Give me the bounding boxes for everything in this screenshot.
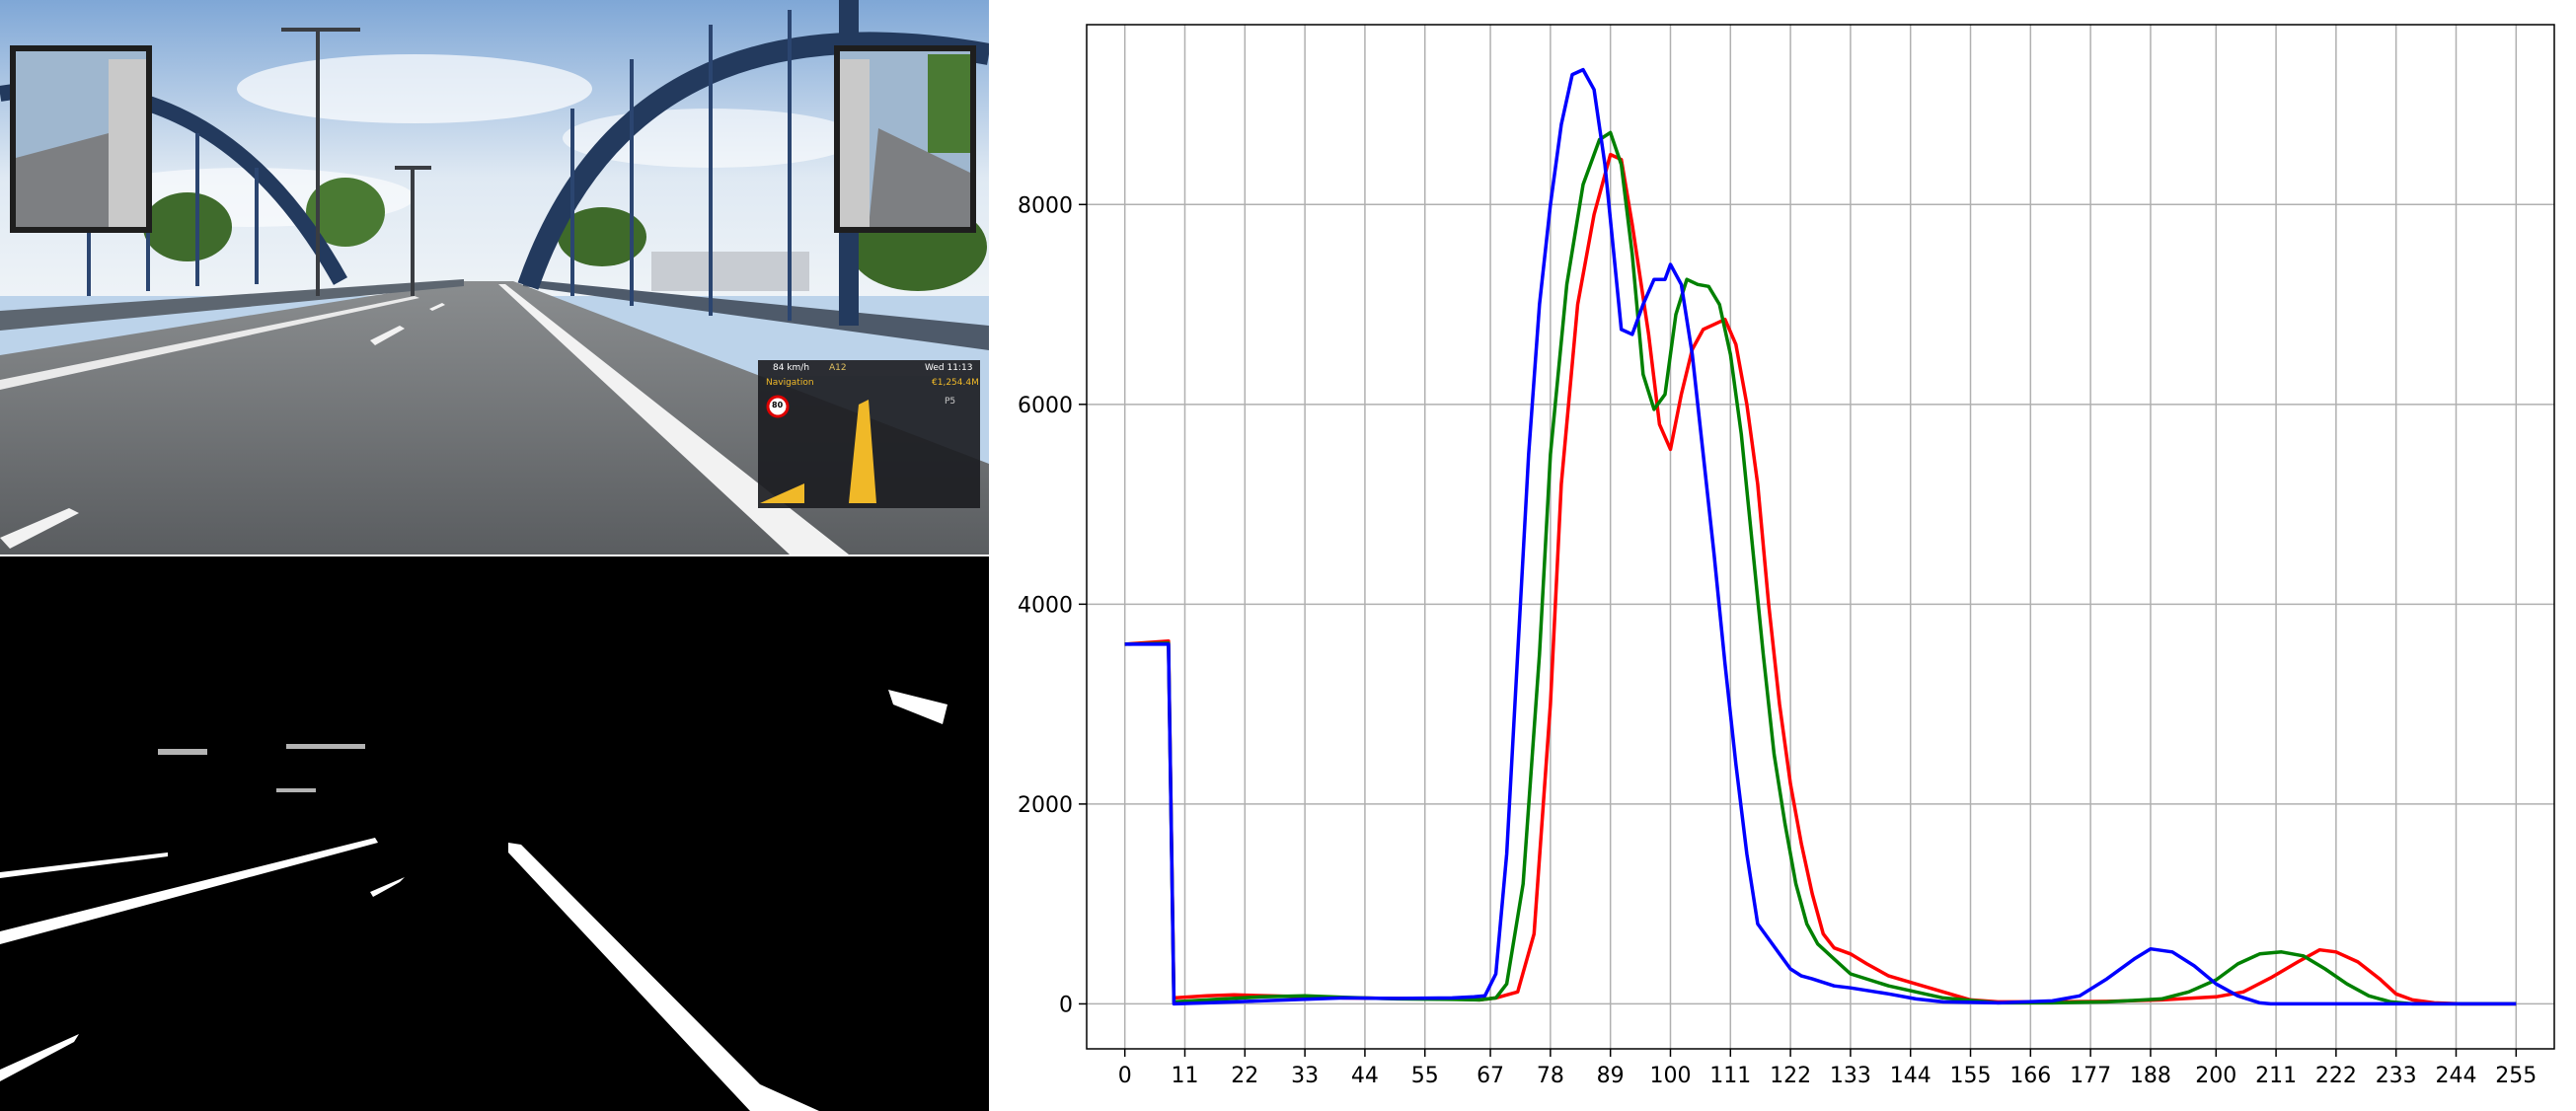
x-tick-label: 11 bbox=[1172, 1064, 1199, 1088]
x-tick-label: 255 bbox=[2495, 1064, 2537, 1088]
series-lines bbox=[1124, 67, 2517, 1006]
x-tick-label: 67 bbox=[1477, 1064, 1504, 1088]
x-tick-label: 100 bbox=[1649, 1064, 1691, 1088]
x-tick-label: 144 bbox=[1890, 1064, 1932, 1088]
x-tick-label: 22 bbox=[1231, 1064, 1258, 1088]
plot-frame bbox=[1086, 24, 2555, 1050]
x-tick-label: 55 bbox=[1411, 1064, 1439, 1088]
hud-speed: 84 km/h bbox=[773, 363, 810, 373]
chart-canvas: 0 11 22 33 44 55 67 78 89 100 111 122 133 144 155 166 17… bbox=[1018, 24, 2555, 1088]
game-camera-view: 84 km/h A12 Wed 11:13 Navigation €1,254.… bbox=[0, 0, 989, 555]
hud-zoom: P5 bbox=[945, 397, 956, 407]
x-tick-label: 200 bbox=[2195, 1064, 2236, 1088]
hud-time: Wed 11:13 bbox=[925, 363, 973, 373]
mask-lane-dash bbox=[0, 1034, 79, 1081]
x-tick-label: 133 bbox=[1830, 1064, 1871, 1088]
histogram-chart: 0 11 22 33 44 55 67 78 89 100 111 122 133 144 155 166 17… bbox=[989, 0, 2576, 1111]
x-tick-label: 78 bbox=[1537, 1064, 1564, 1088]
x-tick-label: 155 bbox=[1950, 1064, 1992, 1088]
blue-channel-line bbox=[1124, 67, 2517, 1006]
mask-sign bbox=[888, 690, 947, 724]
left-guardrail bbox=[0, 279, 464, 331]
x-tick-label: 0 bbox=[1118, 1064, 1132, 1088]
right-mirror bbox=[834, 45, 976, 233]
lane-dash bbox=[429, 303, 445, 311]
y-tick-label: 4000 bbox=[1018, 593, 1073, 618]
mask-rail bbox=[0, 852, 168, 878]
x-tick-label: 211 bbox=[2255, 1064, 2297, 1088]
mask-lane-dash bbox=[370, 877, 405, 897]
x-axis-ticks: 0 11 22 33 44 55 67 78 89 100 111 122 133 144 155 166 17… bbox=[1118, 1049, 2537, 1088]
y-tick-label: 0 bbox=[1059, 993, 1073, 1017]
hud-speed-limit: 80 bbox=[772, 401, 784, 409]
y-axis-ticks: 0 2000 4000 6000 8000 bbox=[1018, 193, 1087, 1017]
x-tick-label: 122 bbox=[1770, 1064, 1811, 1088]
green-channel-line bbox=[1124, 130, 2517, 1006]
y-tick-label: 6000 bbox=[1018, 394, 1073, 418]
x-tick-label: 233 bbox=[2376, 1064, 2417, 1088]
x-tick-label: 222 bbox=[2315, 1064, 2357, 1088]
lane-dash bbox=[370, 326, 405, 345]
x-tick-label: 166 bbox=[2009, 1064, 2051, 1088]
navigation-hud bbox=[758, 360, 980, 508]
y-tick-label: 2000 bbox=[1018, 793, 1073, 818]
x-tick-label: 33 bbox=[1291, 1064, 1319, 1088]
lane-mask bbox=[0, 556, 989, 1111]
speed-limit-sign bbox=[766, 395, 790, 418]
mask-right-lane-line bbox=[508, 843, 819, 1111]
x-tick-label: 44 bbox=[1351, 1064, 1379, 1088]
mask-left-lane-line bbox=[0, 838, 378, 944]
lane-dash bbox=[0, 508, 79, 549]
x-tick-label: 89 bbox=[1597, 1064, 1625, 1088]
hud-road: A12 bbox=[829, 363, 847, 373]
right-arch bbox=[517, 32, 989, 290]
x-tick-label: 111 bbox=[1709, 1064, 1751, 1088]
x-tick-label: 177 bbox=[2070, 1064, 2111, 1088]
x-tick-label: 244 bbox=[2435, 1064, 2476, 1088]
threshold-mask-view bbox=[0, 556, 989, 1111]
right-guardrail bbox=[523, 279, 989, 350]
hud-navigation-label: Navigation bbox=[766, 378, 814, 388]
hud-money: €1,254.4M bbox=[932, 378, 979, 388]
grid bbox=[1087, 25, 2554, 1049]
y-tick-label: 8000 bbox=[1018, 193, 1073, 218]
left-edge-line bbox=[0, 296, 419, 390]
left-mirror bbox=[10, 45, 152, 233]
red-channel-line bbox=[1124, 152, 2517, 1006]
x-tick-label: 188 bbox=[2130, 1064, 2171, 1088]
road-scene bbox=[0, 0, 989, 555]
